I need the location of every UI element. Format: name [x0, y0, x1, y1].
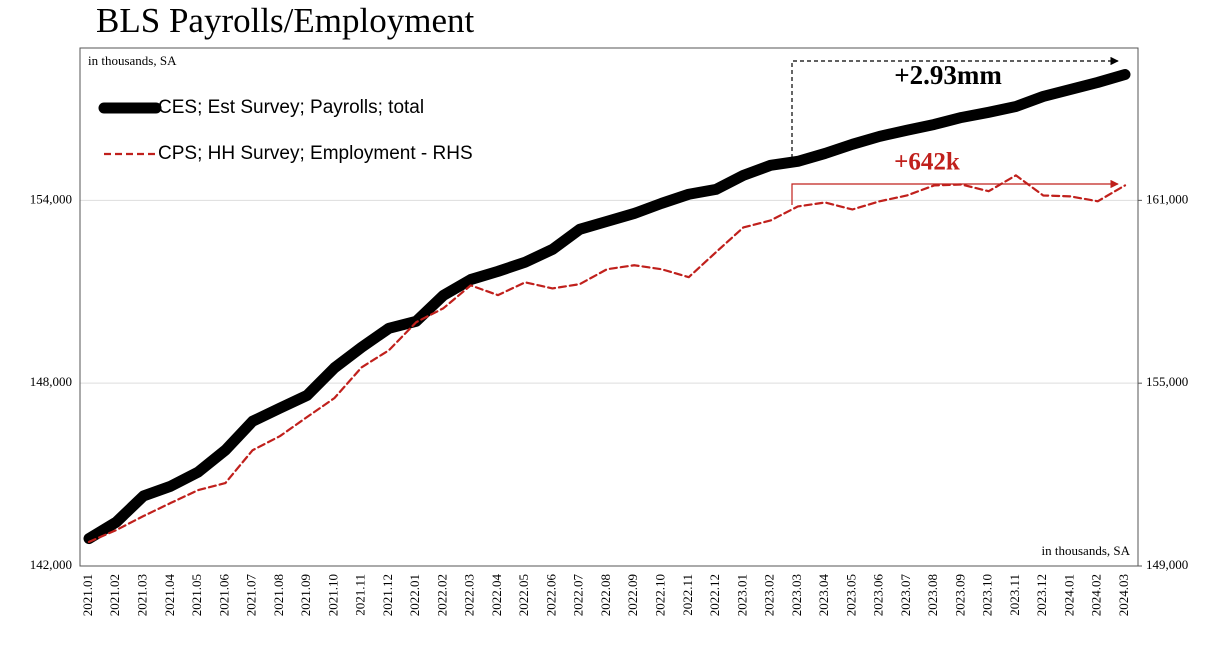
x-tick-label: 2023.12 — [1034, 574, 1049, 616]
x-tick: 2021.04 — [162, 574, 177, 617]
x-tick-label: 2021.11 — [353, 574, 368, 616]
y2-tick-label: 161,000 — [1146, 191, 1188, 206]
x-tick-label: 2023.11 — [1007, 574, 1022, 616]
x-tick: 2021.12 — [380, 574, 395, 616]
x-tick: 2021.03 — [135, 574, 150, 616]
x-tick: 2022.05 — [516, 574, 531, 616]
y-tick-label: 154,000 — [30, 191, 72, 206]
x-tick: 2022.08 — [598, 574, 613, 616]
y-tick-label: 142,000 — [30, 557, 72, 572]
x-tick-label: 2024.03 — [1116, 574, 1131, 616]
x-tick: 2023.05 — [843, 574, 858, 616]
y2-tick-label: 149,000 — [1146, 557, 1188, 572]
x-tick-label: 2021.03 — [135, 574, 150, 616]
x-tick-label: 2021.09 — [298, 574, 313, 616]
x-tick: 2022.11 — [680, 574, 695, 616]
x-tick: 2023.10 — [980, 574, 995, 616]
x-tick-label: 2021.12 — [380, 574, 395, 616]
x-tick: 2022.01 — [407, 574, 422, 616]
legend-label: CPS; HH Survey; Employment - RHS — [158, 143, 473, 164]
x-tick-label: 2021.08 — [271, 574, 286, 616]
y-axis-label: in thousands, SA — [88, 53, 177, 68]
x-tick: 2022.12 — [707, 574, 722, 616]
legend-label: CES; Est Survey; Payrolls; total — [158, 97, 424, 118]
x-tick: 2021.08 — [271, 574, 286, 616]
x-tick: 2023.07 — [898, 574, 913, 617]
x-tick: 2023.11 — [1007, 574, 1022, 616]
x-tick: 2022.02 — [434, 574, 449, 616]
x-tick: 2023.12 — [1034, 574, 1049, 616]
series-line — [87, 174, 1127, 544]
x-tick: 2023.04 — [816, 574, 831, 617]
y-tick-label: 148,000 — [30, 374, 72, 389]
x-tick-label: 2022.11 — [680, 574, 695, 616]
chart-title: BLS Payrolls/Employment — [96, 1, 474, 40]
x-tick-label: 2023.02 — [762, 574, 777, 616]
annotation: +2.93mm — [894, 60, 1002, 90]
y2-axis-label: in thousands, SA — [1042, 543, 1131, 558]
x-tick-label: 2021.05 — [189, 574, 204, 616]
x-tick: 2023.03 — [789, 574, 804, 616]
x-tick-label: 2023.10 — [980, 574, 995, 616]
x-tick: 2023.06 — [871, 574, 886, 617]
x-tick-label: 2022.12 — [707, 574, 722, 616]
x-tick-label: 2023.04 — [816, 574, 831, 617]
x-tick: 2024.02 — [1089, 574, 1104, 616]
x-tick: 2021.11 — [353, 574, 368, 616]
series-line — [83, 69, 1131, 545]
x-tick: 2021.05 — [189, 574, 204, 616]
annotation: +642k — [894, 149, 960, 176]
x-tick: 2023.08 — [925, 574, 940, 616]
x-tick: 2022.06 — [543, 574, 558, 617]
x-tick-label: 2022.08 — [598, 574, 613, 616]
x-tick-label: 2021.06 — [216, 574, 231, 617]
x-tick: 2021.10 — [325, 574, 340, 616]
x-tick: 2021.09 — [298, 574, 313, 616]
x-tick: 2021.06 — [216, 574, 231, 617]
x-tick-label: 2022.09 — [625, 574, 640, 616]
x-tick-label: 2023.08 — [925, 574, 940, 616]
x-tick-label: 2024.01 — [1061, 574, 1076, 616]
x-tick-label: 2022.02 — [434, 574, 449, 616]
x-tick-label: 2023.07 — [898, 574, 913, 617]
x-tick: 2023.02 — [762, 574, 777, 616]
x-tick-label: 2023.05 — [843, 574, 858, 616]
x-tick-label: 2022.10 — [653, 574, 668, 616]
x-tick-label: 2023.09 — [952, 574, 967, 616]
x-tick: 2023.01 — [734, 574, 749, 616]
x-tick-label: 2022.01 — [407, 574, 422, 616]
x-tick: 2022.09 — [625, 574, 640, 616]
x-tick-label: 2023.06 — [871, 574, 886, 617]
x-tick-label: 2021.02 — [107, 574, 122, 616]
x-tick: 2022.03 — [462, 574, 477, 616]
x-tick-label: 2022.03 — [462, 574, 477, 616]
x-tick: 2021.07 — [244, 574, 259, 617]
x-tick: 2021.02 — [107, 574, 122, 616]
plot-frame — [79, 47, 1139, 567]
x-tick: 2023.09 — [952, 574, 967, 616]
x-tick-label: 2021.07 — [244, 574, 259, 617]
x-tick-label: 2023.01 — [734, 574, 749, 616]
x-tick: 2022.04 — [489, 574, 504, 617]
x-tick-label: 2021.10 — [325, 574, 340, 616]
y2-tick-label: 155,000 — [1146, 374, 1188, 389]
x-tick: 2024.03 — [1116, 574, 1131, 616]
bracket-arrow — [791, 179, 1119, 205]
x-tick-label: 2022.05 — [516, 574, 531, 616]
x-tick: 2024.01 — [1061, 574, 1076, 616]
x-tick-label: 2022.04 — [489, 574, 504, 617]
x-tick-label: 2024.02 — [1089, 574, 1104, 616]
x-tick: 2021.01 — [80, 574, 95, 616]
x-tick-label: 2022.06 — [543, 574, 558, 617]
x-tick-label: 2021.04 — [162, 574, 177, 617]
x-tick: 2022.10 — [653, 574, 668, 616]
x-tick-label: 2022.07 — [571, 574, 586, 617]
x-tick-label: 2021.01 — [80, 574, 95, 616]
x-tick-label: 2023.03 — [789, 574, 804, 616]
x-tick: 2022.07 — [571, 574, 586, 617]
